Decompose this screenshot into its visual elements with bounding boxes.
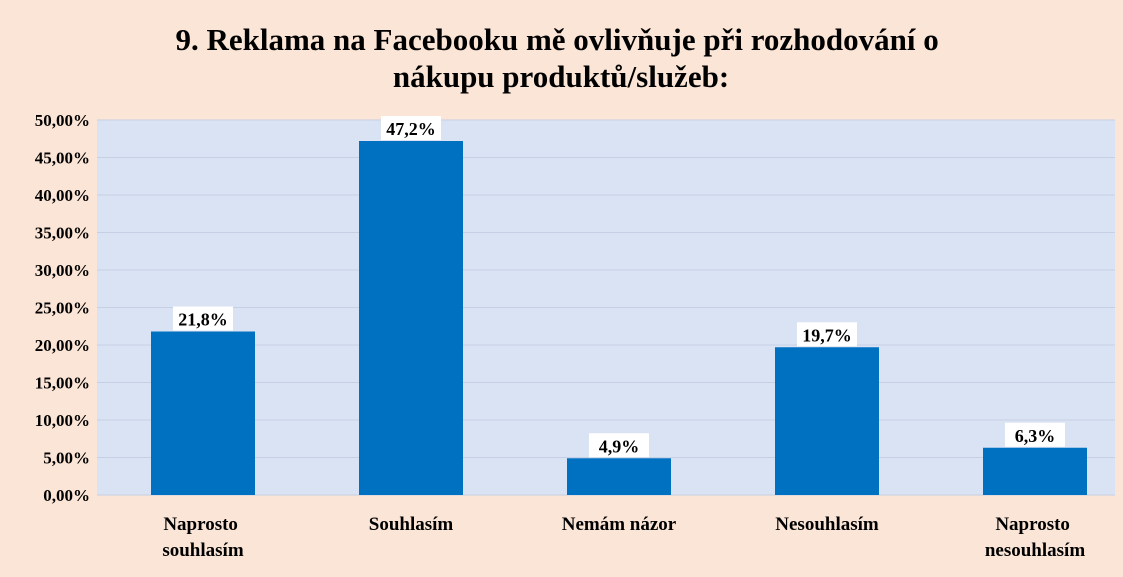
- data-label-box: [381, 116, 441, 140]
- x-tick-label: Souhlasím: [369, 514, 454, 535]
- y-tick-label: 35,00%: [35, 224, 90, 243]
- bar: [775, 347, 879, 495]
- data-label-box: [1005, 422, 1065, 447]
- data-label-box: [589, 433, 649, 458]
- y-tick-label: 20,00%: [35, 336, 90, 355]
- y-tick-label: 40,00%: [35, 186, 90, 205]
- y-tick-label: 10,00%: [35, 411, 90, 430]
- data-label: 6,3%: [1015, 426, 1056, 446]
- y-tick-label: 5,00%: [43, 449, 90, 468]
- data-label-box: [173, 306, 233, 331]
- x-tick-label: Naprosto souhlasím: [162, 514, 243, 561]
- y-tick-label: 25,00%: [35, 299, 90, 318]
- bar: [983, 447, 1087, 495]
- x-tick-label: Nesouhlasím: [775, 514, 879, 535]
- data-label-box: [797, 322, 857, 347]
- data-label: 4,9%: [599, 436, 640, 456]
- bar: [567, 458, 671, 495]
- y-tick-label: 30,00%: [35, 261, 90, 280]
- y-tick-label: 50,00%: [35, 111, 90, 130]
- x-tick-label: Naprosto nesouhlasím: [985, 514, 1085, 561]
- bar: [359, 141, 463, 495]
- data-label: 47,2%: [386, 119, 436, 139]
- y-tick-label: 0,00%: [43, 486, 90, 505]
- data-label: 19,7%: [802, 325, 852, 345]
- bar: [151, 331, 255, 495]
- chart-title: 9. Reklama na Facebooku mě ovlivňuje při…: [175, 22, 946, 94]
- y-tick-label: 45,00%: [35, 149, 90, 168]
- y-tick-label: 15,00%: [35, 374, 90, 393]
- data-label: 21,8%: [178, 310, 228, 330]
- x-tick-label: Nemám názor: [562, 514, 677, 535]
